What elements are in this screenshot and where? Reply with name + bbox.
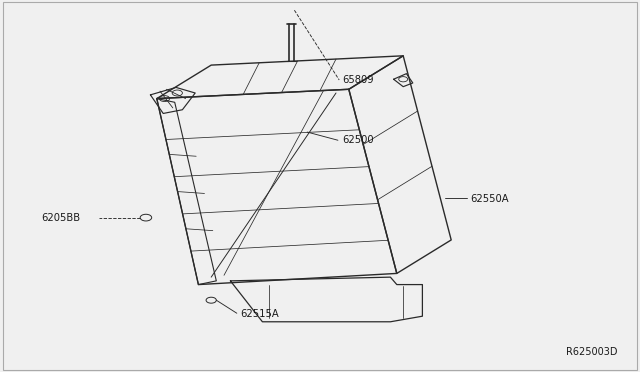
Text: 62515A: 62515A xyxy=(240,310,279,319)
Text: 62500: 62500 xyxy=(342,135,374,144)
Text: 65809: 65809 xyxy=(342,75,374,85)
Text: 62550A: 62550A xyxy=(470,194,509,204)
Text: 6205BB: 6205BB xyxy=(42,213,81,222)
Text: R625003D: R625003D xyxy=(566,347,618,357)
